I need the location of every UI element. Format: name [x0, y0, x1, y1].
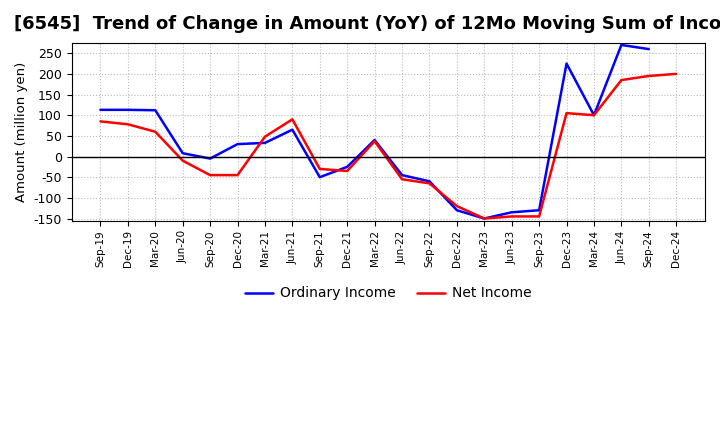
Ordinary Income — [151, 108, 160, 113]
Net Income — [343, 169, 351, 174]
Ordinary Income — [343, 164, 351, 169]
Ordinary Income — [480, 216, 489, 221]
Net Income — [151, 129, 160, 134]
Ordinary Income — [425, 179, 433, 184]
Ordinary Income — [562, 61, 571, 66]
Net Income — [233, 172, 242, 178]
Ordinary Income — [397, 172, 406, 178]
Ordinary Income — [179, 150, 187, 156]
Net Income — [425, 181, 433, 186]
Ordinary Income — [453, 208, 462, 213]
Ordinary Income — [288, 127, 297, 132]
Ordinary Income — [96, 107, 105, 113]
Net Income — [672, 71, 680, 77]
Net Income — [96, 119, 105, 124]
Net Income — [288, 117, 297, 122]
Net Income — [562, 110, 571, 116]
Ordinary Income — [535, 208, 544, 213]
Net Income — [508, 214, 516, 219]
Net Income — [124, 121, 132, 127]
Net Income — [590, 113, 598, 118]
Ordinary Income — [233, 142, 242, 147]
Title: [6545]  Trend of Change in Amount (YoY) of 12Mo Moving Sum of Incomes: [6545] Trend of Change in Amount (YoY) o… — [14, 15, 720, 33]
Net Income — [535, 214, 544, 219]
Line: Net Income: Net Income — [101, 74, 676, 219]
Net Income — [315, 166, 324, 172]
Ordinary Income — [124, 107, 132, 113]
Net Income — [480, 216, 489, 221]
Net Income — [261, 134, 269, 139]
Ordinary Income — [370, 137, 379, 143]
Net Income — [453, 203, 462, 209]
Ordinary Income — [617, 42, 626, 48]
Ordinary Income — [590, 113, 598, 118]
Net Income — [179, 158, 187, 163]
Legend: Ordinary Income, Net Income: Ordinary Income, Net Income — [240, 281, 536, 306]
Ordinary Income — [315, 175, 324, 180]
Line: Ordinary Income: Ordinary Income — [101, 45, 649, 219]
Net Income — [617, 77, 626, 83]
Ordinary Income — [644, 47, 653, 52]
Ordinary Income — [206, 156, 215, 161]
Net Income — [397, 176, 406, 182]
Net Income — [644, 73, 653, 79]
Net Income — [206, 172, 215, 178]
Ordinary Income — [261, 140, 269, 146]
Y-axis label: Amount (million yen): Amount (million yen) — [15, 62, 28, 202]
Net Income — [370, 139, 379, 144]
Ordinary Income — [508, 210, 516, 215]
